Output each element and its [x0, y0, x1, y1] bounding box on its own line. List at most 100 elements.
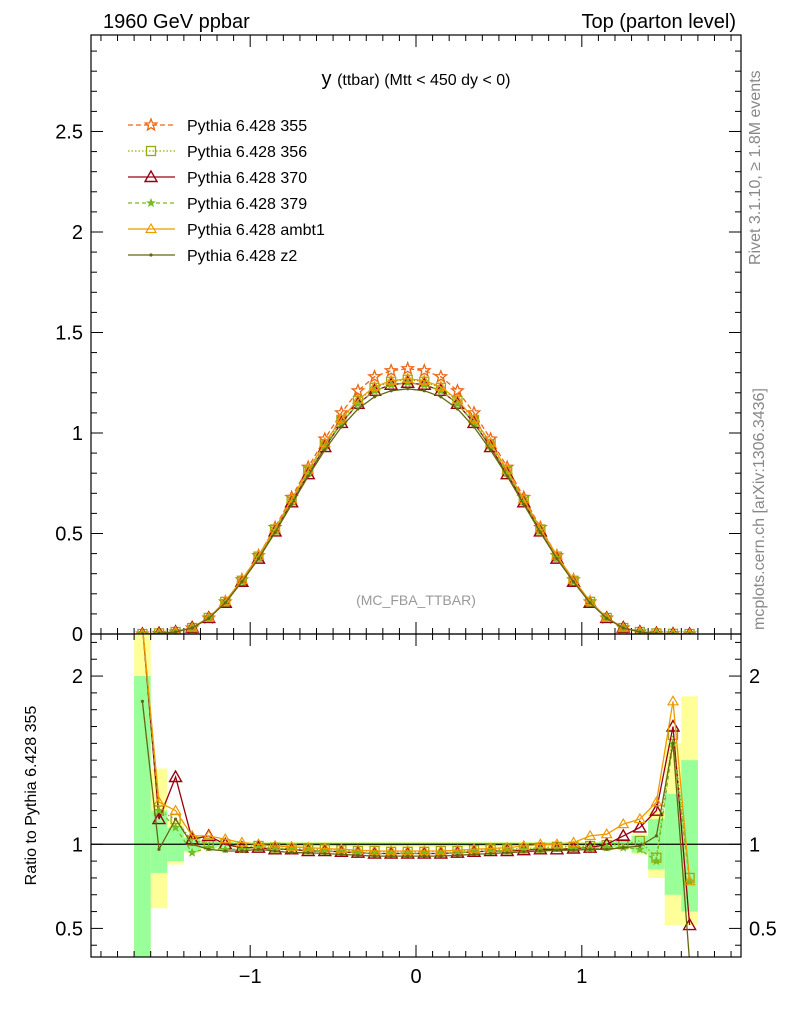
data-point — [467, 412, 481, 424]
ratio-point — [489, 851, 493, 856]
ratio-point — [567, 836, 580, 847]
band-inner — [150, 810, 168, 873]
ratio-line — [142, 634, 691, 926]
data-point — [638, 630, 642, 634]
ratio-point — [571, 848, 576, 852]
data-point — [138, 627, 147, 634]
ratio-point — [683, 875, 696, 886]
data-point — [339, 425, 343, 429]
legend-entry: Pythia 6.428 355 — [128, 117, 307, 135]
legend-label: Pythia 6.428 ambt1 — [187, 222, 325, 239]
rivet-version-label: Rivet 3.1.10, ≥ 1.8M events — [747, 70, 764, 265]
ratio-point — [550, 838, 563, 849]
ratio-point — [290, 851, 294, 855]
legend-label: Pythia 6.428 370 — [187, 170, 307, 187]
ratio-point — [285, 840, 298, 851]
ratio-y-tick-label-right: 1 — [749, 834, 760, 856]
legend-label: Pythia 6.428 379 — [187, 196, 307, 213]
legend-entry: Pythia 6.428 356 — [128, 144, 307, 161]
ratio-point — [632, 820, 648, 833]
ratio-point — [273, 849, 277, 853]
legend-entry: Pythia 6.428 379 — [128, 196, 307, 213]
ratio-series-1 — [142, 634, 697, 931]
legend-marker — [143, 117, 159, 132]
ratio-point — [605, 847, 609, 851]
data-point — [533, 524, 548, 537]
ratio-point — [638, 844, 642, 848]
data-point — [449, 383, 465, 398]
ratio-point — [584, 829, 597, 840]
data-point — [400, 360, 416, 375]
ratio-series-4 — [140, 699, 690, 957]
ratio-point — [235, 836, 248, 847]
ratio-point — [372, 854, 377, 858]
data-point — [505, 474, 509, 478]
ratio-y-tick-label: 0.5 — [55, 918, 83, 940]
ratio-point — [169, 804, 182, 815]
data-point — [472, 425, 476, 429]
data-point — [605, 616, 609, 620]
data-point — [323, 448, 327, 452]
legend-label: Pythia 6.428 356 — [187, 144, 307, 161]
ratio-point — [240, 849, 244, 853]
band-inner — [134, 676, 151, 957]
data-point — [389, 389, 393, 393]
ratio-point — [455, 853, 460, 857]
ratio-point — [339, 852, 343, 856]
data-point — [588, 601, 592, 605]
data-point — [406, 387, 410, 391]
x-tick-label: 1 — [576, 966, 587, 988]
data-point — [433, 368, 449, 384]
data-point — [351, 393, 365, 404]
legend-entry: Pythia 6.428 z2 — [128, 248, 297, 265]
data-point — [418, 374, 431, 385]
ratio-point — [323, 851, 327, 856]
data-point — [356, 407, 360, 411]
ratio-point — [621, 846, 625, 850]
ratio-point — [616, 828, 631, 842]
data-point — [455, 407, 460, 411]
analysis-watermark: (MC_FBA_TTBAR) — [356, 592, 476, 608]
legend-entry: Pythia 6.428 ambt1 — [128, 222, 325, 239]
y-tick-label: 2.5 — [55, 121, 83, 143]
data-point — [240, 580, 244, 584]
plot-title-text: (ttbar) (Mtt < 450 dy < 0) — [337, 72, 510, 89]
data-point — [273, 530, 277, 535]
ratio-point — [406, 854, 410, 858]
ratio-point — [389, 854, 393, 858]
ratio-point — [666, 695, 680, 706]
data-point — [484, 436, 497, 448]
ratio-point — [223, 849, 227, 853]
ratio-point — [651, 855, 662, 866]
y-tick-label: 2 — [72, 222, 83, 244]
data-point — [267, 524, 283, 537]
data-point — [385, 374, 398, 385]
data-point — [538, 530, 542, 535]
data-point — [335, 412, 348, 424]
main-panel: 0.5 1 1.5 2 2.5 0 y (ttbar) (Mtt < 450 dy < 0)… — [55, 34, 742, 646]
ratio-point — [472, 852, 476, 856]
ratio-panel: −1 0 1 0.5 0.5 1 1 2 2 Ratio to Pythia 6.428 355 — [23, 633, 777, 988]
energy-label: 1960 GeV ppbar — [103, 11, 250, 33]
uncertainty-bands — [134, 634, 698, 957]
data-point — [202, 611, 215, 622]
ratio-point — [600, 828, 613, 839]
plot-title: y (ttbar) (Mtt < 450 dy < 0) — [322, 68, 511, 90]
ratio-point — [157, 847, 161, 851]
data-point — [290, 502, 294, 506]
ratio-point — [617, 817, 630, 829]
legend-marker — [146, 197, 156, 208]
ratio-point — [538, 849, 542, 853]
data-point — [190, 626, 194, 630]
ratio-point — [522, 850, 526, 854]
ratio-point — [665, 719, 681, 732]
ratio-y-tick-label-right: 0.5 — [749, 918, 777, 940]
data-point — [284, 494, 299, 508]
ratio-point — [256, 847, 261, 851]
series-line — [142, 378, 690, 634]
ratio-point — [654, 834, 659, 838]
data-point — [516, 494, 531, 508]
ratio-point — [190, 842, 194, 846]
series-line — [142, 388, 690, 634]
data-point — [256, 557, 261, 561]
